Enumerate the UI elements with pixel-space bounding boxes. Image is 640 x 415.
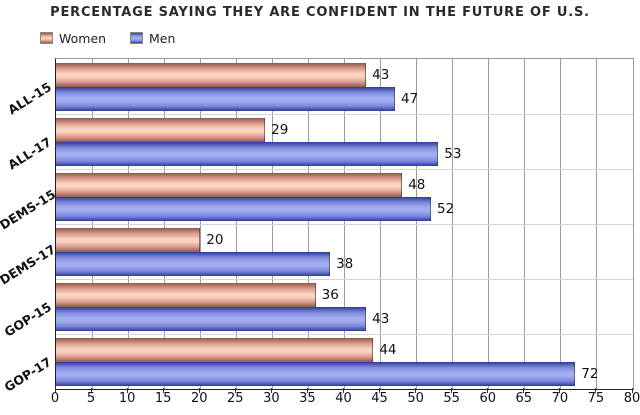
x-tick-label: 10 [118, 391, 136, 406]
bar-men-all-17 [56, 141, 439, 166]
women-series-swatch [40, 32, 53, 44]
x-tick-label: 70 [551, 391, 569, 406]
x-axis-tick [343, 388, 344, 393]
x-axis-tick [306, 388, 308, 393]
x-axis-tick [126, 388, 128, 393]
legend-item-women: Women [40, 30, 107, 46]
category-label-gop-15: GOP-15 [1, 298, 54, 340]
x-tick-label: 25 [227, 391, 244, 406]
value-label: 47 [400, 90, 419, 107]
value-label: 53 [444, 145, 462, 162]
category-label-all-15: ALL-15 [5, 78, 54, 117]
men-series-swatch [130, 32, 143, 44]
bar-women-gop-17 [56, 337, 374, 362]
x-axis-tick [54, 388, 56, 393]
x-axis-tick [523, 388, 525, 393]
x-tick-label: 60 [479, 391, 497, 406]
x-axis-tick [487, 388, 489, 393]
x-tick-label: 20 [190, 391, 208, 406]
category-label-dems-15: DEMS-15 [0, 186, 59, 233]
bar-women-dems-17 [56, 227, 201, 252]
gridline-horizontal [56, 223, 633, 225]
gridline-horizontal [56, 168, 633, 170]
bar-men-dems-15 [56, 196, 432, 221]
value-label: 36 [321, 286, 339, 303]
value-label: 48 [408, 176, 426, 193]
value-label: 72 [581, 365, 599, 382]
category-label-dems-17: DEMS-17 [0, 241, 59, 288]
x-axis-tick [595, 388, 597, 393]
value-label: 43 [372, 310, 390, 327]
x-tick-label: 15 [154, 391, 172, 406]
bar-women-gop-15 [56, 282, 316, 307]
x-axis-tick [198, 388, 200, 393]
bar-women-all-17 [56, 117, 266, 142]
x-axis-tick [631, 388, 633, 393]
x-axis-tick [379, 388, 381, 393]
legend-label-women: Women [59, 30, 107, 46]
bar-women-all-15 [56, 62, 367, 87]
value-label: 43 [372, 66, 390, 83]
chart-title: PERCENTAGE SAYING THEY ARE CONFIDENT IN … [50, 5, 590, 20]
x-tick-label: 40 [335, 391, 352, 406]
x-tick-label: 45 [371, 391, 388, 406]
x-axis-tick [234, 388, 236, 393]
x-axis-tick [270, 388, 272, 393]
gridline-horizontal [56, 333, 633, 335]
x-axis-tick [162, 388, 164, 393]
gridline-horizontal [56, 113, 633, 115]
bar-men-gop-15 [56, 306, 367, 331]
plot-area: 43 47 29 53 48 52 20 38 36 43 44 72 [55, 58, 634, 390]
legend-item-men: Men [130, 30, 176, 46]
legend-label-men: Men [149, 30, 176, 46]
x-tick-label: 5 [86, 391, 96, 406]
value-label: 38 [336, 255, 354, 272]
x-tick-label: 75 [587, 391, 605, 406]
value-label: 44 [379, 341, 397, 358]
x-tick-label: 35 [299, 391, 316, 406]
bar-men-dems-17 [56, 251, 331, 276]
bar-men-gop-17 [56, 361, 576, 386]
x-axis-tick [559, 388, 561, 393]
x-axis-tick [90, 388, 92, 393]
x-tick-label: 65 [515, 391, 533, 406]
x-tick-label: 80 [623, 391, 640, 406]
bar-women-dems-15 [56, 172, 403, 197]
category-label-all-17: ALL-17 [5, 133, 54, 172]
x-tick-label: 55 [443, 391, 460, 406]
x-axis-tick [451, 388, 453, 393]
x-axis-tick [415, 388, 417, 393]
x-tick-label: 30 [263, 391, 280, 406]
value-label: 29 [271, 121, 289, 138]
x-tick-label: 50 [407, 391, 424, 406]
x-tick-label: 0 [50, 391, 60, 406]
value-label: 20 [206, 231, 224, 248]
bar-men-all-15 [56, 86, 395, 111]
gridline-horizontal [56, 278, 633, 280]
value-label: 52 [437, 200, 455, 217]
